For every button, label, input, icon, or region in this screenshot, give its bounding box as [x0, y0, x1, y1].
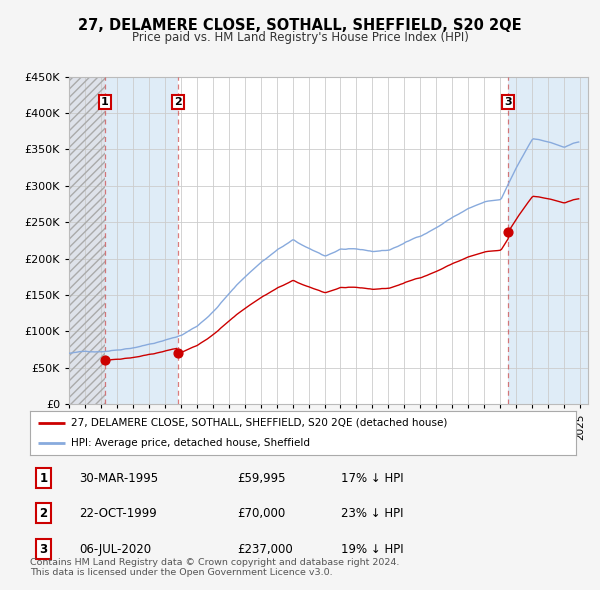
Text: Price paid vs. HM Land Registry's House Price Index (HPI): Price paid vs. HM Land Registry's House …	[131, 31, 469, 44]
Point	[100, 356, 110, 365]
Text: 22-OCT-1999: 22-OCT-1999	[79, 506, 157, 520]
Text: 06-JUL-2020: 06-JUL-2020	[79, 543, 151, 556]
Text: 27, DELAMERE CLOSE, SOTHALL, SHEFFIELD, S20 2QE: 27, DELAMERE CLOSE, SOTHALL, SHEFFIELD, …	[78, 18, 522, 32]
Text: Contains HM Land Registry data © Crown copyright and database right 2024.
This d: Contains HM Land Registry data © Crown c…	[30, 558, 400, 577]
Text: 3: 3	[40, 543, 48, 556]
Text: 19% ↓ HPI: 19% ↓ HPI	[341, 543, 404, 556]
Bar	[69, 77, 105, 404]
Text: 2: 2	[174, 97, 182, 107]
Text: £70,000: £70,000	[238, 506, 286, 520]
Bar	[178, 77, 508, 404]
Bar	[105, 77, 178, 404]
Text: 27, DELAMERE CLOSE, SOTHALL, SHEFFIELD, S20 2QE (detached house): 27, DELAMERE CLOSE, SOTHALL, SHEFFIELD, …	[71, 418, 448, 428]
Text: 2: 2	[40, 506, 48, 520]
Bar	[508, 77, 588, 404]
Text: 23% ↓ HPI: 23% ↓ HPI	[341, 506, 404, 520]
Text: 30-MAR-1995: 30-MAR-1995	[79, 471, 158, 484]
Text: HPI: Average price, detached house, Sheffield: HPI: Average price, detached house, Shef…	[71, 438, 310, 448]
Text: 3: 3	[505, 97, 512, 107]
Point	[173, 349, 182, 358]
Text: £59,995: £59,995	[238, 471, 286, 484]
Text: 1: 1	[101, 97, 109, 107]
Text: 17% ↓ HPI: 17% ↓ HPI	[341, 471, 404, 484]
Text: 1: 1	[40, 471, 48, 484]
Text: £237,000: £237,000	[238, 543, 293, 556]
Bar	[69, 77, 105, 404]
Point	[503, 227, 513, 237]
